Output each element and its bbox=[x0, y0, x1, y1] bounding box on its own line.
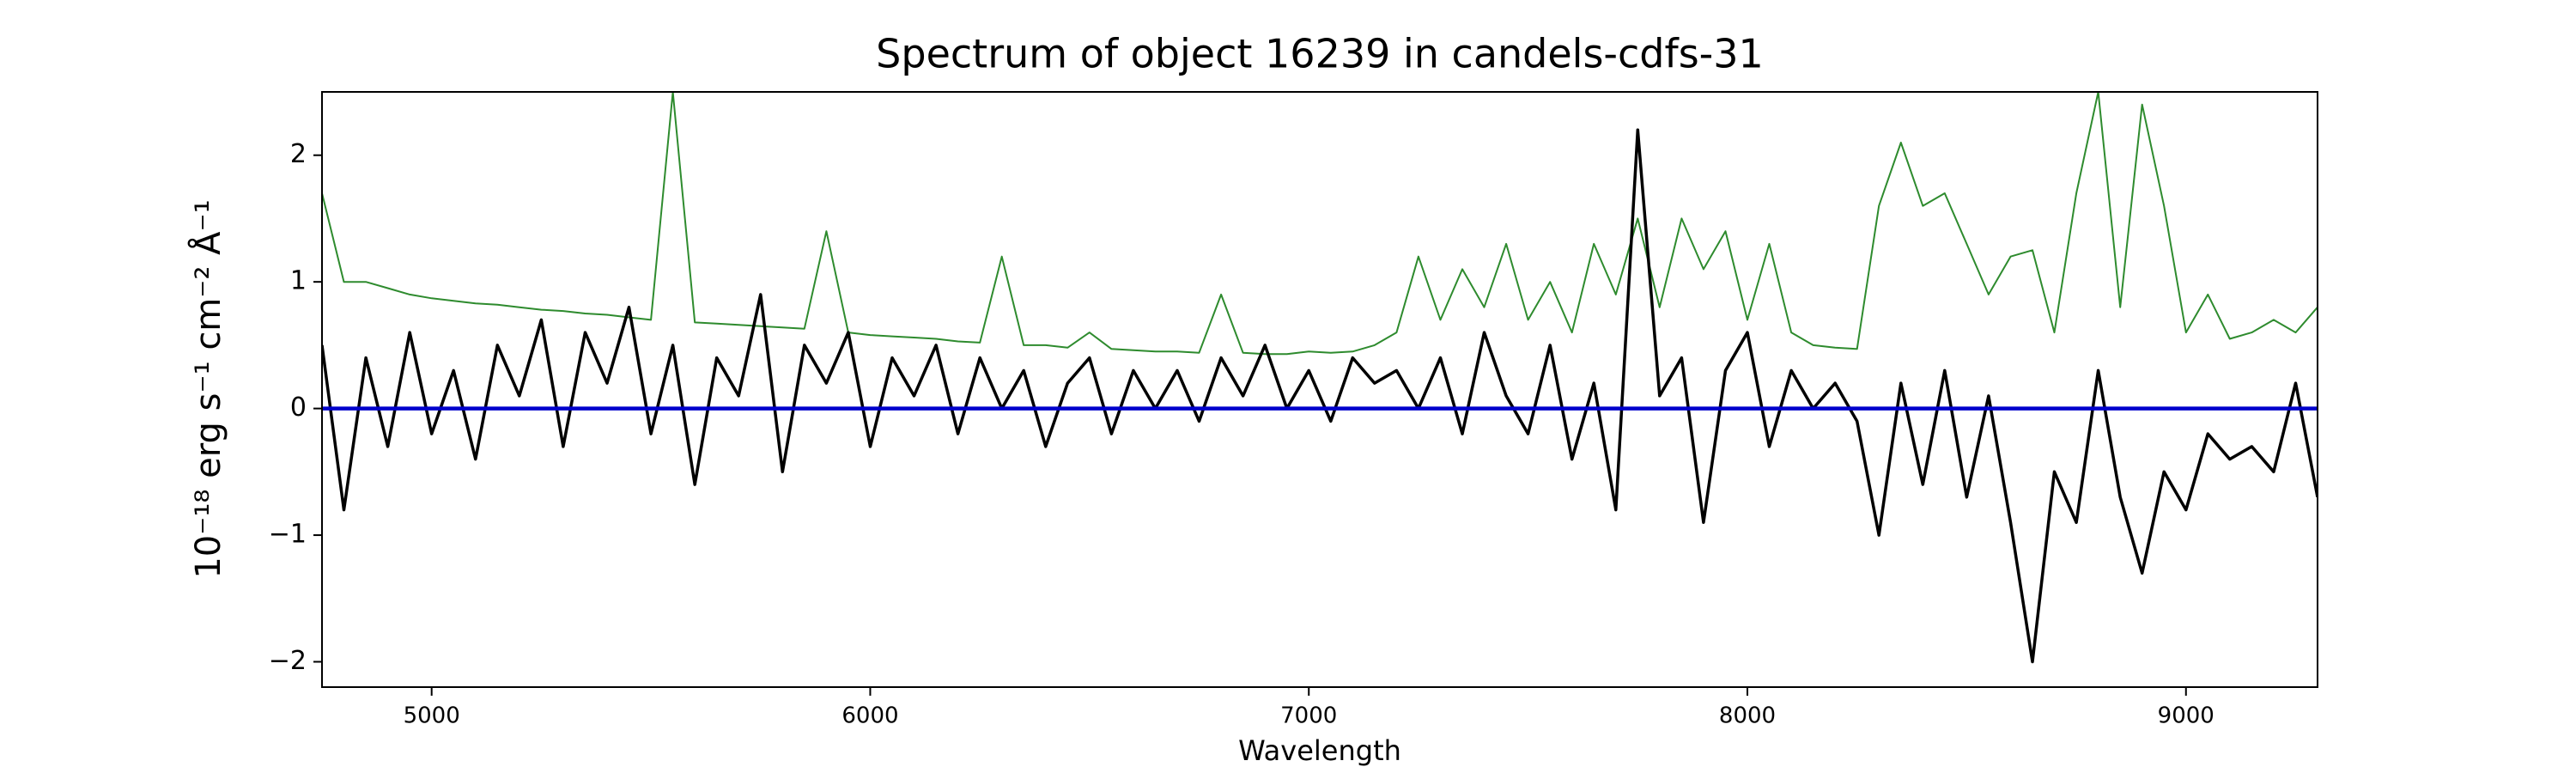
axes-frame bbox=[321, 91, 2318, 688]
x-tick-label: 9000 bbox=[2158, 703, 2215, 729]
x-tick-label: 5000 bbox=[404, 703, 460, 729]
x-tick-label: 6000 bbox=[841, 703, 898, 729]
x-tick-label: 8000 bbox=[1719, 703, 1776, 729]
x-tick-label: 7000 bbox=[1280, 703, 1337, 729]
y-tick-label: −2 bbox=[269, 646, 307, 676]
chart-title: Spectrum of object 16239 in candels-cdfs… bbox=[876, 31, 1764, 77]
spectrum-line bbox=[322, 92, 2318, 356]
y-tick-label: −1 bbox=[269, 520, 307, 550]
plot-area bbox=[322, 92, 2318, 664]
y-axis-label: 10⁻¹⁸ erg s⁻¹ cm⁻² Å⁻¹ bbox=[187, 199, 228, 578]
y-tick-label: 1 bbox=[290, 266, 307, 296]
x-axis-label: Wavelength bbox=[1238, 734, 1401, 767]
y-tick-label: 0 bbox=[290, 393, 307, 423]
spectrum-line bbox=[322, 128, 2318, 664]
y-tick-label: 2 bbox=[290, 139, 307, 169]
